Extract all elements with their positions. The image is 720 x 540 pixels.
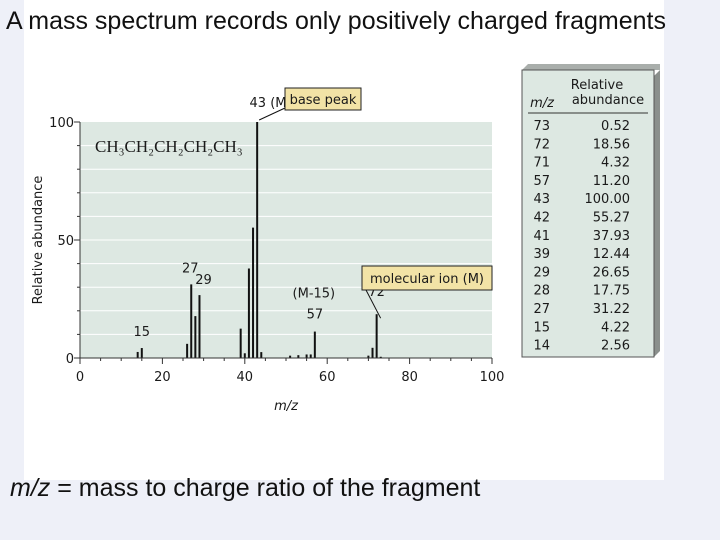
- table-header-abundance-2: abundance: [572, 93, 644, 108]
- axes: [74, 121, 493, 364]
- base-peak-callout: base peak: [290, 93, 357, 108]
- table-bevel-side: [654, 70, 660, 357]
- table-header-mz: m/z: [530, 96, 555, 111]
- table-cell-mz: 28: [533, 284, 550, 299]
- table-cell-abundance: 31.22: [593, 302, 630, 317]
- base-peak-pointer: [258, 107, 286, 121]
- footer-text: = mass to charge ratio of the fragment: [50, 474, 481, 502]
- table-cell-mz: 57: [533, 174, 550, 189]
- callouts: base peak molecular ion (M): [258, 87, 493, 319]
- x-axis-label: m/z: [274, 399, 299, 414]
- table-cell-mz: 72: [533, 137, 550, 152]
- table-bevel-top: [522, 64, 660, 70]
- table-cell-abundance: 11.20: [593, 174, 630, 189]
- x-tick-label: 80: [401, 370, 418, 385]
- table-cell-mz: 29: [533, 265, 550, 280]
- table-cell-mz: 15: [533, 320, 550, 335]
- table-cell-abundance: 100.00: [585, 192, 631, 207]
- table-cell-abundance: 0.52: [601, 119, 630, 134]
- peak-label: (M-15): [293, 287, 336, 302]
- tick-labels: 0 20 40 60 80 100 0 50 100: [49, 116, 504, 385]
- peak-label: 15: [134, 325, 151, 340]
- footer-note: m/z = mass to charge ratio of the fragme…: [10, 474, 480, 503]
- table-cell-abundance: 18.56: [593, 137, 630, 152]
- x-tick-label: 100: [480, 370, 505, 385]
- table-cell-abundance: 2.56: [601, 339, 630, 354]
- table-cell-mz: 27: [533, 302, 550, 317]
- table-cell-abundance: 55.27: [593, 211, 630, 226]
- base-peak-callout-box: [284, 87, 362, 111]
- molecule-formula: CH₃CH₂CH₂CH₂CH₃: [95, 137, 243, 156]
- molecular-ion-callout-box: [361, 265, 493, 291]
- peak-label: 57: [307, 308, 324, 323]
- peak-label: 27: [182, 261, 199, 276]
- peak-bars: [136, 122, 382, 358]
- slide-title: A mass spectrum records only positively …: [6, 7, 666, 35]
- table-cell-mz: 71: [533, 156, 550, 171]
- y-tick-label: 50: [57, 234, 74, 249]
- table-cell-mz: 43: [533, 192, 550, 207]
- table-cell-mz: 41: [533, 229, 550, 244]
- table-header-abundance-1: Relative: [571, 78, 623, 93]
- footer-mz: m/z: [10, 474, 51, 502]
- table-cell-abundance: 12.44: [593, 247, 630, 262]
- x-tick-label: 20: [154, 370, 171, 385]
- y-axis-label: Relative abundance: [31, 176, 46, 305]
- table-cell-abundance: 26.65: [593, 265, 630, 280]
- x-tick-label: 60: [319, 370, 336, 385]
- table-body: [521, 69, 655, 358]
- table-cell-abundance: 4.22: [601, 320, 630, 335]
- table-cell-abundance: 37.93: [593, 229, 630, 244]
- molecular-ion-pointer: [365, 289, 382, 319]
- table-cell-mz: 14: [533, 339, 550, 354]
- table-cell-mz: 42: [533, 211, 550, 226]
- y-tick-label: 0: [66, 352, 74, 367]
- table-cell-mz: 39: [533, 247, 550, 262]
- peak-label: 29: [195, 273, 212, 288]
- x-tick-label: 0: [76, 370, 84, 385]
- y-tick-label: 100: [49, 116, 74, 131]
- x-tick-label: 40: [237, 370, 254, 385]
- table-cell-abundance: 17.75: [593, 284, 630, 299]
- gridlines: [80, 145, 492, 335]
- table-cell-mz: 73: [533, 119, 550, 134]
- molecular-ion-callout: molecular ion (M): [370, 272, 484, 287]
- table-cell-abundance: 4.32: [601, 156, 630, 171]
